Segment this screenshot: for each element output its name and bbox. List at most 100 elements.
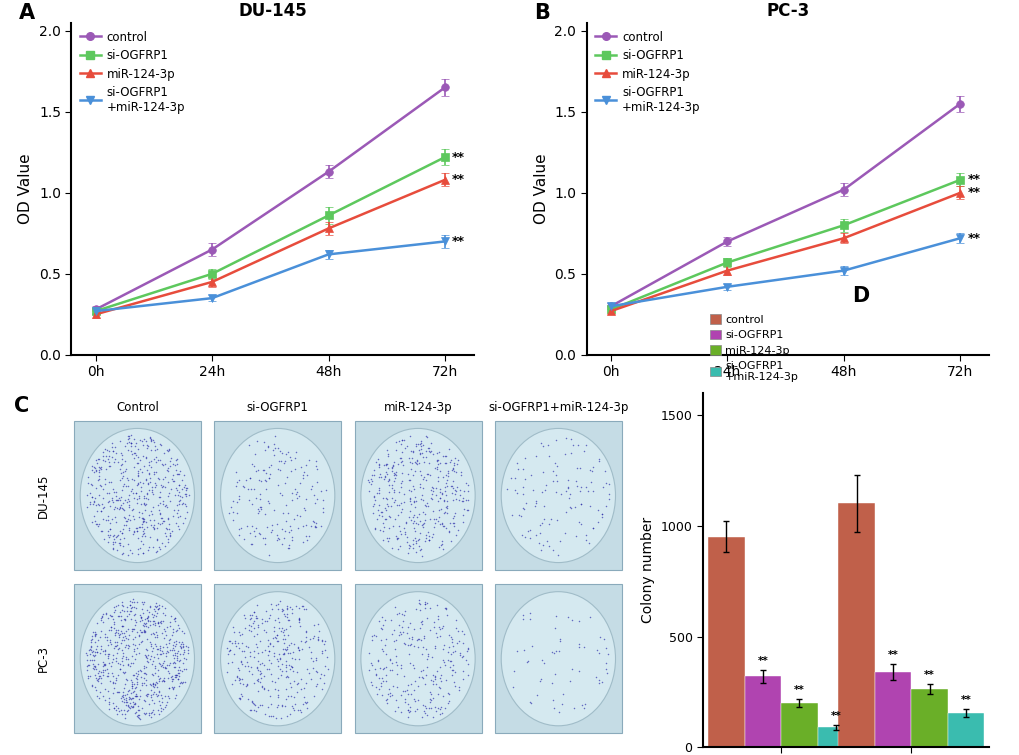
Point <box>264 602 280 615</box>
Point <box>303 520 319 532</box>
Point <box>156 632 172 644</box>
Point <box>535 439 551 451</box>
Point <box>590 454 606 466</box>
Point <box>569 480 585 492</box>
Point <box>444 479 461 492</box>
Point <box>303 483 319 495</box>
Point <box>228 670 245 683</box>
Point <box>418 710 434 722</box>
Point <box>276 629 292 641</box>
Point <box>405 510 421 522</box>
Point <box>132 612 149 624</box>
Point <box>222 501 238 513</box>
Point <box>149 664 165 676</box>
Point <box>147 444 163 456</box>
Point <box>367 681 383 693</box>
Point <box>100 649 116 661</box>
Point <box>371 615 387 627</box>
Point <box>82 654 98 666</box>
Point <box>559 482 576 494</box>
Point <box>145 676 161 689</box>
Point <box>393 445 410 458</box>
Point <box>427 642 443 654</box>
Point <box>312 672 328 684</box>
Point <box>454 492 471 504</box>
Point <box>233 646 250 658</box>
Point <box>101 624 117 636</box>
Point <box>377 492 393 504</box>
Point <box>173 473 190 485</box>
Point <box>247 531 263 543</box>
Text: **: ** <box>967 186 979 199</box>
Point <box>166 476 182 488</box>
Point <box>590 455 606 467</box>
Point <box>125 657 142 669</box>
Point <box>146 467 162 479</box>
Point <box>88 672 104 684</box>
Point <box>557 485 574 497</box>
Point <box>109 647 125 659</box>
Point <box>544 475 560 487</box>
Point <box>263 459 279 471</box>
Point <box>236 661 253 673</box>
Point <box>167 517 183 529</box>
Point <box>152 658 168 670</box>
Point <box>439 697 455 709</box>
Text: **: ** <box>960 695 970 705</box>
Point <box>546 668 562 680</box>
Point <box>87 636 103 648</box>
Point <box>274 626 290 638</box>
Point <box>438 495 454 507</box>
Point <box>152 543 168 555</box>
Point <box>233 688 250 700</box>
Point <box>150 704 166 716</box>
Point <box>167 635 183 647</box>
Point <box>159 695 175 707</box>
Point <box>90 675 106 687</box>
Point <box>360 474 376 486</box>
Point <box>133 498 150 510</box>
Point <box>388 609 405 621</box>
Point <box>393 528 410 540</box>
Point <box>264 524 280 536</box>
Point <box>292 673 309 686</box>
Point <box>551 635 568 647</box>
Point <box>422 686 438 698</box>
Point <box>273 669 289 681</box>
Point <box>85 680 101 692</box>
Point <box>282 524 299 536</box>
Point <box>379 697 395 709</box>
Point <box>416 677 432 689</box>
Point <box>522 696 538 708</box>
Point <box>170 495 186 507</box>
Point <box>126 678 143 690</box>
Point <box>105 529 121 541</box>
Point <box>294 600 311 612</box>
Point <box>169 519 185 532</box>
Y-axis label: OD Value: OD Value <box>18 153 34 224</box>
Point <box>291 510 308 522</box>
Point <box>232 629 249 641</box>
Point <box>527 449 543 461</box>
Point <box>130 507 147 519</box>
Point <box>100 496 116 508</box>
Point <box>250 701 266 713</box>
Point <box>136 492 152 504</box>
Point <box>90 453 106 465</box>
Point <box>404 534 420 546</box>
Point <box>426 521 442 533</box>
Point <box>167 640 183 652</box>
Point <box>143 435 159 447</box>
Point <box>122 485 139 497</box>
Point <box>388 694 405 706</box>
Point <box>502 472 519 484</box>
Point <box>443 669 460 681</box>
Point <box>414 642 430 654</box>
Point <box>129 451 146 463</box>
Point <box>252 667 268 680</box>
Point <box>129 668 146 680</box>
Point <box>253 667 269 679</box>
Point <box>283 661 300 673</box>
Ellipse shape <box>500 428 614 562</box>
Point <box>107 441 123 453</box>
